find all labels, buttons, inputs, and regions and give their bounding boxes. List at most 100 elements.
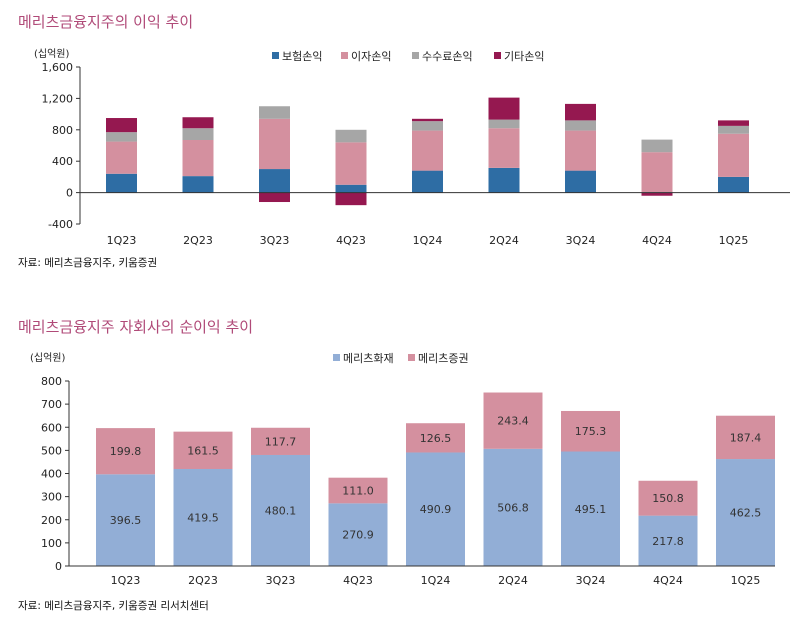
chart2-bar-segment bbox=[251, 427, 310, 455]
chart2-data-label: 126.5 bbox=[420, 432, 452, 445]
chart1-bar-segment bbox=[718, 125, 749, 134]
chart2-legend-swatch bbox=[333, 354, 340, 361]
chart2-x-tick-label: 3Q23 bbox=[266, 574, 296, 587]
chart1-legend-swatch bbox=[341, 52, 348, 59]
chart1-bar-segment bbox=[641, 192, 673, 196]
chart2-x-tick-label: 1Q23 bbox=[111, 574, 141, 587]
chart2-y-tick-label: 400 bbox=[41, 468, 62, 481]
chart2-data-label: 506.8 bbox=[497, 501, 529, 514]
chart2-y-tick-label: 300 bbox=[41, 491, 62, 504]
chart2-legend-swatch bbox=[408, 354, 415, 361]
chart2-y-tick-label: 800 bbox=[41, 375, 62, 388]
chart2-y-tick-label: 700 bbox=[41, 398, 62, 411]
chart2-x-tick-label: 4Q24 bbox=[653, 574, 683, 587]
chart1-bar-segment bbox=[259, 192, 290, 203]
chart1-x-tick-label: 2Q24 bbox=[489, 234, 519, 247]
chart2-data-label: 419.5 bbox=[187, 511, 219, 524]
chart2-y-tick-label: 500 bbox=[41, 444, 62, 457]
chart1-y-tick-label: 400 bbox=[52, 155, 73, 168]
chart1-legend-label: 기타손익 bbox=[504, 50, 544, 63]
chart1-bar-segment bbox=[641, 139, 673, 153]
chart2-data-label: 490.9 bbox=[420, 503, 452, 516]
chart2-data-label: 150.8 bbox=[652, 492, 684, 505]
chart1-plot: (십억원) -400 0 400 800 1,200 1,600 1Q23 2Q23 3Q23 4Q… bbox=[34, 48, 790, 247]
chart1-x-tick-label: 2Q23 bbox=[183, 234, 213, 247]
chart1-y-tick-label: 1,200 bbox=[42, 92, 74, 105]
chart2-bar-segment bbox=[173, 431, 233, 469]
chart2-legend-label: 메리츠화재 bbox=[343, 352, 394, 365]
chart1-bar-segment bbox=[106, 118, 137, 133]
chart1-legend-label: 이자손익 bbox=[351, 50, 391, 63]
chart2-data-label: 270.9 bbox=[342, 529, 374, 542]
chart1-x-tick-label: 1Q25 bbox=[719, 234, 749, 247]
chart1-y-tick-label: -400 bbox=[48, 218, 73, 231]
chart2-bar-segment bbox=[561, 410, 620, 452]
chart1-bar-segment bbox=[412, 118, 443, 122]
chart1-bar-segment bbox=[106, 173, 137, 193]
chart2-data-label: 161.5 bbox=[187, 444, 219, 457]
chart1-bar-segment bbox=[335, 129, 367, 143]
chart2-y-tick-label: 600 bbox=[41, 421, 62, 434]
chart1-y-tick-label: 1,600 bbox=[42, 61, 74, 74]
chart2-data-label: 111.0 bbox=[342, 485, 374, 498]
chart2-data-label: 117.7 bbox=[265, 435, 297, 448]
chart1-bar-segment bbox=[412, 121, 443, 131]
chart2-y-tick-label: 100 bbox=[41, 537, 62, 550]
chart2-data-label: 396.5 bbox=[110, 514, 142, 527]
chart1-x-tick-label: 3Q24 bbox=[566, 234, 596, 247]
chart2-source: 자료: 메리츠금융지주, 키움증권 리서치센터 bbox=[18, 600, 209, 612]
chart1-bar-segment bbox=[565, 170, 596, 193]
chart1-bar-segment bbox=[488, 119, 520, 129]
chart1-bar-segment bbox=[718, 133, 749, 177]
chart2-y-tick-label: 200 bbox=[41, 514, 62, 527]
chart2-bar-segment bbox=[483, 392, 543, 449]
chart2-data-label: 243.4 bbox=[497, 415, 529, 428]
chart2-plot: (십억원) 0 100 200 300 400 500 600 700 800 396.5 199.8… bbox=[30, 352, 775, 587]
chart2-title: 메리츠금융지주 자회사의 순이익 추이 bbox=[18, 318, 254, 336]
chart2-bar-segment bbox=[638, 480, 698, 516]
chart1-bar-segment bbox=[182, 128, 214, 141]
chart2-bar-segment bbox=[328, 477, 388, 504]
chart1-legend-swatch bbox=[412, 52, 419, 59]
chart2-y-tick-label: 0 bbox=[55, 560, 62, 573]
chart1-x-tick-label: 4Q23 bbox=[336, 234, 366, 247]
chart2-x-tick-label: 3Q24 bbox=[576, 574, 606, 587]
chart1-bar-segment bbox=[259, 106, 290, 119]
chart1-bar-segment bbox=[488, 97, 520, 120]
chart2-x-tick-label: 1Q25 bbox=[731, 574, 761, 587]
chart2-x-tick-label: 1Q24 bbox=[421, 574, 451, 587]
chart1-bar-segment bbox=[565, 103, 596, 121]
chart1-bar-segment bbox=[718, 120, 749, 126]
chart2-bar-segment bbox=[96, 474, 155, 566]
chart1-y-tick-label: 800 bbox=[52, 124, 73, 137]
chart1-bar-segment bbox=[641, 152, 673, 193]
chart2-bar-segment bbox=[638, 515, 698, 566]
chart1-bar-segment bbox=[488, 167, 520, 193]
chart2-data-label: 480.1 bbox=[265, 504, 297, 517]
chart2-data-label: 462.5 bbox=[730, 507, 762, 520]
chart2-bar-segment bbox=[561, 451, 620, 566]
chart2-data-label: 217.8 bbox=[652, 535, 684, 548]
chart1-bar-segment bbox=[335, 184, 367, 193]
chart1-bar-segment bbox=[412, 130, 443, 171]
chart2-bar-segment bbox=[173, 468, 233, 566]
chart1-x-tick-label: 4Q24 bbox=[642, 234, 672, 247]
chart1-source: 자료: 메리츠금융지주, 키움증권 bbox=[18, 257, 158, 269]
chart2-data-label: 199.8 bbox=[110, 445, 142, 458]
chart2-data-label: 187.4 bbox=[730, 431, 762, 444]
chart2-bar-segment bbox=[406, 452, 465, 566]
chart1-bar-segment bbox=[259, 118, 290, 170]
chart2-bar-segment bbox=[406, 423, 465, 453]
chart1-x-tick-label: 3Q23 bbox=[260, 234, 290, 247]
chart2-x-tick-label: 2Q23 bbox=[188, 574, 218, 587]
chart1-bar-segment bbox=[718, 176, 749, 193]
chart1-bar-segment bbox=[182, 140, 214, 177]
chart2-x-tick-label: 4Q23 bbox=[343, 574, 373, 587]
chart1-x-tick-label: 1Q23 bbox=[107, 234, 137, 247]
chart2-data-label: 495.1 bbox=[575, 503, 607, 516]
chart1-legend-swatch bbox=[494, 52, 501, 59]
chart2-legend-label: 메리츠증권 bbox=[418, 352, 469, 365]
chart2-bar-segment bbox=[328, 503, 388, 566]
chart1-legend-label: 보험손익 bbox=[282, 50, 322, 63]
chart1-bar-segment bbox=[182, 117, 214, 129]
